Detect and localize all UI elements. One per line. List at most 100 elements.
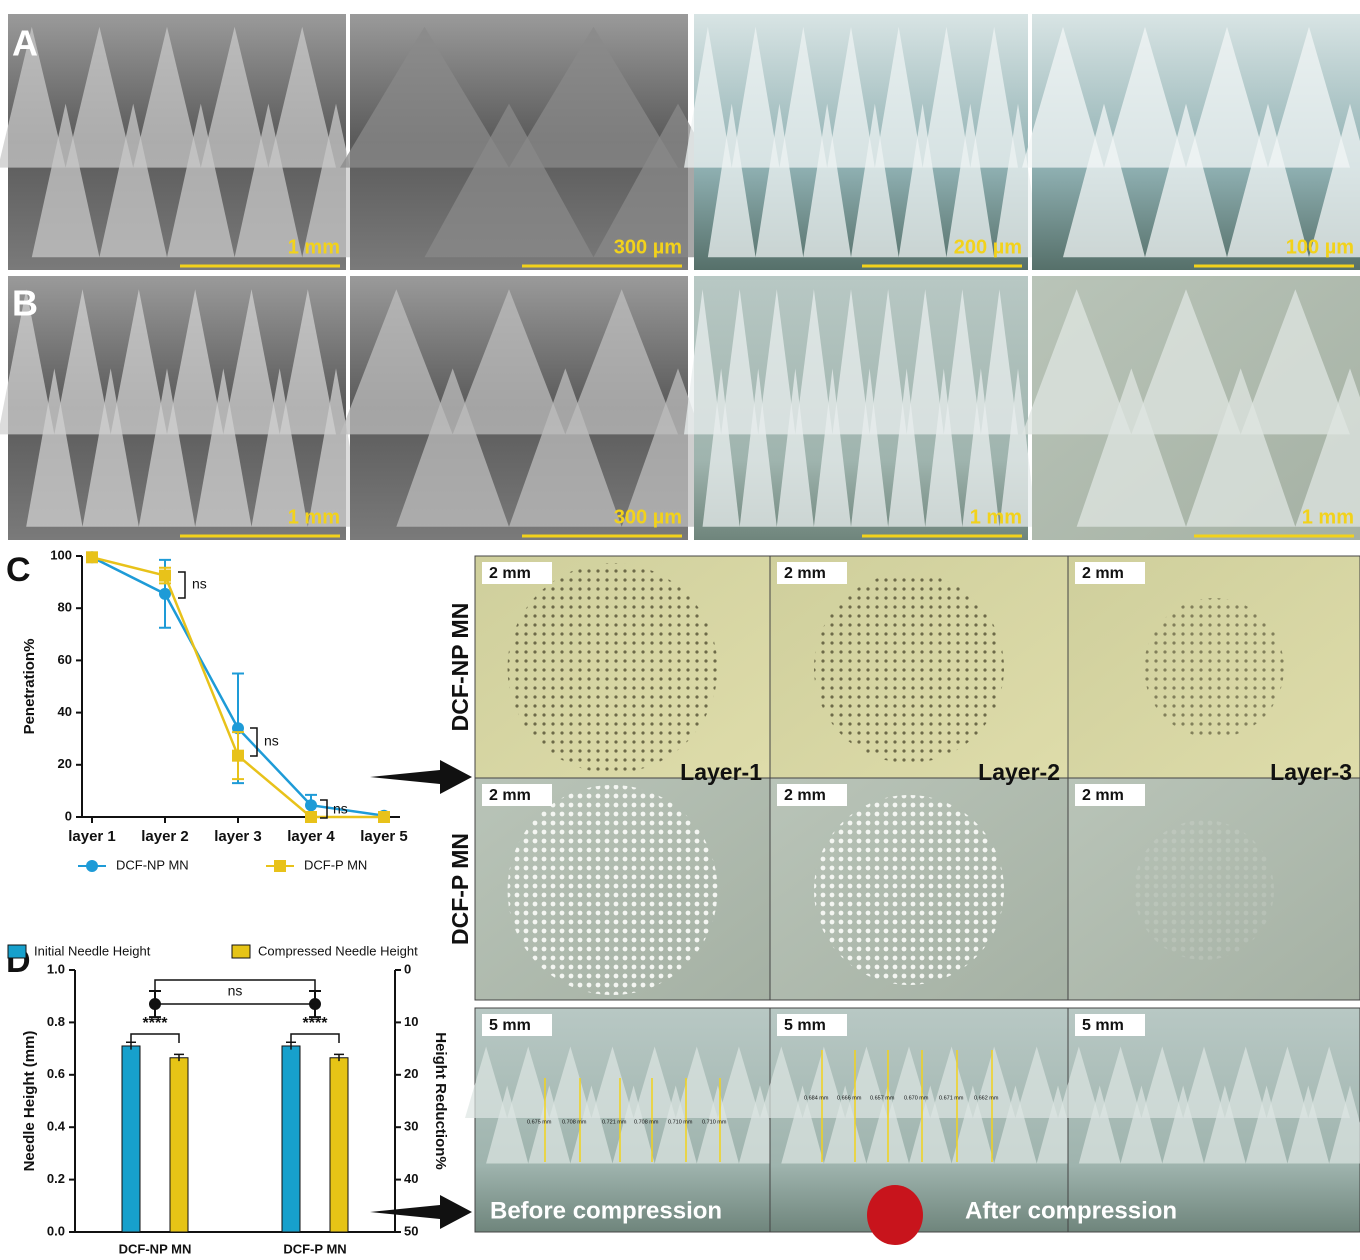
y2-tick-label: 40: [404, 1171, 418, 1186]
measure-label: 0.666 mm: [837, 1095, 862, 1101]
scale-bar-label: 5 mm: [1082, 1017, 1124, 1034]
x-tick-label: DCF-NP MN: [119, 1241, 192, 1256]
measure-label: 0.671 mm: [939, 1095, 964, 1101]
bracket: [131, 1034, 179, 1043]
marker: [305, 811, 317, 823]
scale-bar-label: 2 mm: [489, 565, 531, 582]
layer-label: Layer-3: [1270, 759, 1352, 785]
marker: [378, 811, 390, 823]
bracket: [178, 572, 185, 598]
puncture-array: [814, 573, 1004, 763]
scale-bar-label: 1 mm: [1302, 506, 1354, 528]
y-tick-label: 20: [58, 756, 72, 771]
scale-bar-label: 5 mm: [489, 1017, 531, 1034]
caption: After compression: [965, 1197, 1177, 1224]
x-tick-label: layer 1: [68, 828, 116, 845]
figure: 1 mm300 µm200 µm100 µm1 mm300 µm1 mm1 mm…: [0, 0, 1360, 1260]
measure-label: 0.710 mm: [668, 1119, 693, 1125]
marker: [305, 799, 317, 811]
legend-label: Compressed Needle Height: [258, 943, 418, 958]
object: [867, 1185, 923, 1245]
y-axis-title: Penetration%: [21, 639, 38, 735]
annotation: ****: [143, 1015, 169, 1032]
scale-bar-label: 300 µm: [614, 236, 682, 258]
y2-tick-label: 30: [404, 1119, 418, 1134]
scale-bar-label: 2 mm: [1082, 565, 1124, 582]
marker: [232, 750, 244, 762]
legend-label: Initial Needle Height: [34, 943, 151, 958]
arrow: [370, 1195, 472, 1229]
caption: Before compression: [490, 1197, 722, 1224]
legend-marker: [274, 860, 286, 872]
annotation: ns: [264, 733, 279, 749]
legend-label: DCF-P MN: [304, 857, 367, 872]
row-label: DCF-P MN: [447, 833, 473, 945]
scale-bar-label: 2 mm: [489, 787, 531, 804]
y-axis-title: Needle Height (mm): [21, 1031, 38, 1172]
legend-label: DCF-NP MN: [116, 857, 189, 872]
puncture-array: [1134, 820, 1274, 960]
marker: [159, 570, 171, 582]
y2-tick-label: 0: [404, 961, 411, 976]
bracket: [320, 800, 327, 818]
y-tick-label: 1.0: [47, 961, 65, 976]
measure-label: 0.657 mm: [870, 1095, 895, 1101]
marker: [86, 551, 98, 563]
scale-bar-label: 1 mm: [288, 506, 340, 528]
bar: [170, 1058, 188, 1232]
measure-label: 0.675 mm: [527, 1119, 552, 1125]
panel-label: A: [12, 23, 38, 64]
legend-swatch: [232, 945, 250, 958]
x-tick-label: layer 3: [214, 828, 262, 845]
scale-bar-label: 5 mm: [784, 1017, 826, 1034]
legend-swatch: [8, 945, 26, 958]
marker: [159, 588, 171, 600]
scale-bar-label: 1 mm: [288, 236, 340, 258]
annotation: ****: [303, 1015, 329, 1032]
measure-label: 0.670 mm: [904, 1095, 929, 1101]
row-label: DCF-NP MN: [447, 603, 473, 732]
measure-label: 0.684 mm: [804, 1095, 829, 1101]
y-tick-label: 0.2: [47, 1171, 65, 1186]
y2-axis-title: Height Reduction%: [432, 1032, 449, 1170]
y2-tick-label: 10: [404, 1014, 418, 1029]
scale-bar-label: 2 mm: [784, 787, 826, 804]
measure-label: 0.662 mm: [974, 1095, 999, 1101]
puncture-array: [508, 785, 718, 995]
y-tick-label: 0.6: [47, 1066, 65, 1081]
arrow: [370, 760, 472, 794]
scale-bar-label: 2 mm: [1082, 787, 1124, 804]
layer-label: Layer-2: [978, 759, 1060, 785]
y-tick-label: 40: [58, 704, 72, 719]
x-tick-label: layer 5: [360, 828, 408, 845]
bracket: [291, 1034, 339, 1043]
y2-tick-label: 20: [404, 1066, 418, 1081]
bar: [330, 1058, 348, 1232]
measure-label: 0.708 mm: [562, 1119, 587, 1125]
y-tick-label: 100: [50, 547, 72, 562]
measure-label: 0.721 mm: [602, 1119, 627, 1125]
annotation: ns: [333, 801, 348, 817]
bar: [282, 1046, 300, 1232]
y-tick-label: 0.8: [47, 1014, 65, 1029]
panel-label: C: [6, 551, 31, 589]
x-tick-label: layer 2: [141, 828, 189, 845]
annotation: ns: [228, 983, 243, 999]
photos: 1 mm300 µm200 µm100 µm1 mm300 µm1 mm1 mm…: [0, 14, 1360, 1245]
legend-marker: [86, 860, 98, 872]
scale-bar-label: 2 mm: [784, 565, 826, 582]
page: {"panels": { "A": {"label": "A", "scale_…: [0, 0, 1360, 1260]
y-tick-label: 0: [65, 808, 72, 823]
puncture-array: [1144, 598, 1284, 738]
measure-label: 0.710 mm: [702, 1119, 727, 1125]
bar: [122, 1046, 140, 1232]
puncture-array: [814, 795, 1004, 985]
puncture-array: [508, 563, 718, 773]
scale-bar-label: 200 µm: [954, 236, 1022, 258]
y-tick-label: 0.0: [47, 1223, 65, 1238]
x-tick-label: layer 4: [287, 828, 335, 845]
scale-bar-label: 1 mm: [970, 506, 1022, 528]
panel-label: B: [12, 283, 38, 324]
scale-bar-label: 300 µm: [614, 506, 682, 528]
y-tick-label: 0.4: [47, 1119, 66, 1134]
